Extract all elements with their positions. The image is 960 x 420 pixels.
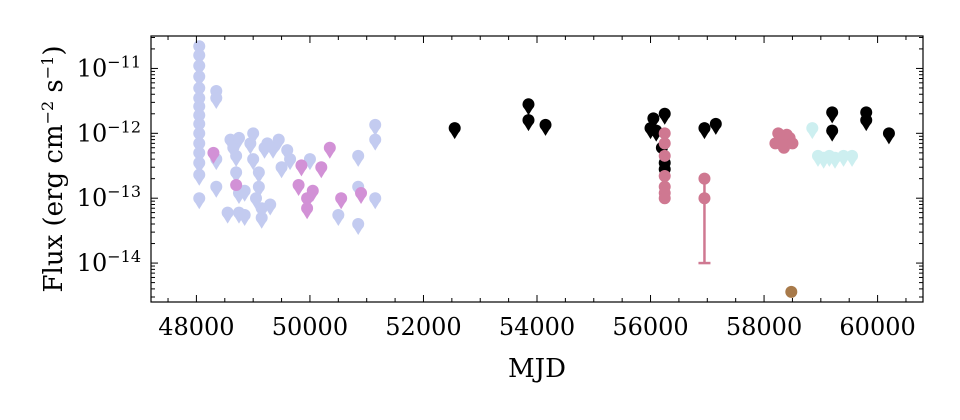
data-point: [448, 122, 461, 135]
y-axis-title-part: ): [39, 45, 69, 55]
data-point: [306, 184, 319, 197]
data-point: [301, 202, 314, 215]
tick-labels: 48000 50000 52000 54000 56000 58000 60000 10−14…: [77, 52, 916, 341]
x-tick-label: 56000: [612, 313, 688, 341]
data-point: [193, 146, 206, 159]
data-point: [352, 149, 365, 162]
data-point: [264, 198, 277, 211]
data-point: [193, 81, 206, 94]
data-point: [193, 117, 206, 130]
data-point: [238, 209, 251, 222]
data-point: [882, 127, 895, 140]
data-point: [193, 137, 206, 150]
data-point: [698, 172, 711, 185]
data-point: [522, 114, 535, 127]
data-point: [247, 127, 260, 140]
y-tick-label: 10−13: [77, 182, 141, 213]
data-point: [658, 127, 671, 140]
data-point: [806, 122, 819, 135]
data-point: [698, 192, 711, 205]
data-point: [193, 109, 206, 122]
data-point: [522, 98, 535, 111]
data-point: [352, 218, 365, 231]
data-point: [247, 153, 260, 166]
data-point: [786, 137, 799, 150]
data-point: [232, 131, 245, 144]
y-axis-title-exp: −1: [38, 56, 57, 80]
data-point: [355, 187, 368, 200]
data-point: [207, 146, 220, 159]
data-point: [193, 59, 206, 72]
data-point: [658, 192, 671, 205]
data-point: [323, 141, 336, 154]
data-point: [303, 153, 316, 166]
data-point: [860, 114, 873, 127]
axis-ticks: [151, 36, 923, 302]
y-axis-title-exp: −2: [38, 101, 57, 125]
data-point: [252, 166, 265, 179]
data-point: [292, 178, 305, 191]
data-point: [826, 106, 839, 119]
data-point: [826, 124, 839, 137]
data-point: [210, 180, 223, 193]
data-points: [193, 40, 895, 298]
y-axis-title: Flux (erg cm−2 s−1): [38, 45, 70, 292]
x-tick-label: 58000: [726, 313, 802, 341]
data-point: [335, 192, 348, 205]
data-point: [369, 192, 382, 205]
data-point: [193, 92, 206, 105]
data-point: [193, 168, 206, 181]
x-tick-label: 50000: [272, 313, 348, 341]
y-tick-label: 10−11: [77, 52, 141, 83]
data-point: [647, 112, 660, 125]
data-point: [221, 206, 234, 219]
data-point: [658, 149, 671, 162]
x-tick-label: 54000: [499, 313, 575, 341]
data-point: [837, 149, 850, 162]
x-axis-title: MJD: [508, 354, 566, 384]
data-point: [658, 107, 671, 120]
data-point: [332, 209, 345, 222]
data-point: [252, 180, 265, 193]
data-point: [193, 70, 206, 83]
data-point: [846, 149, 859, 162]
y-tick-label: 10−12: [77, 117, 141, 148]
data-point: [255, 211, 268, 224]
data-point: [230, 178, 243, 191]
data-point: [230, 166, 243, 179]
data-point: [658, 169, 671, 182]
data-point: [284, 153, 297, 166]
data-point: [698, 122, 711, 135]
data-point: [193, 192, 206, 205]
x-tick-label: 48000: [158, 313, 234, 341]
y-axis-title-part: Flux (erg cm: [39, 124, 69, 292]
data-point: [275, 161, 288, 174]
data-point: [230, 149, 243, 162]
data-point: [539, 118, 552, 131]
data-point: [272, 133, 285, 146]
data-point: [193, 127, 206, 140]
data-point: [193, 40, 206, 53]
data-point: [193, 49, 206, 62]
data-point: [785, 285, 798, 298]
y-tick-label: 10−14: [77, 247, 141, 278]
data-point: [369, 118, 382, 131]
data-point: [238, 184, 251, 197]
data-point: [709, 117, 722, 130]
data-point: [193, 100, 206, 113]
x-tick-label: 52000: [385, 313, 461, 341]
y-axis-title-part: s: [39, 79, 69, 101]
data-point: [658, 137, 671, 150]
data-point: [315, 161, 328, 174]
data-point: [210, 92, 223, 105]
data-point: [295, 159, 308, 172]
data-point: [193, 156, 206, 169]
data-point: [369, 133, 382, 146]
x-tick-label: 60000: [839, 313, 915, 341]
plot-frame: [150, 35, 924, 303]
